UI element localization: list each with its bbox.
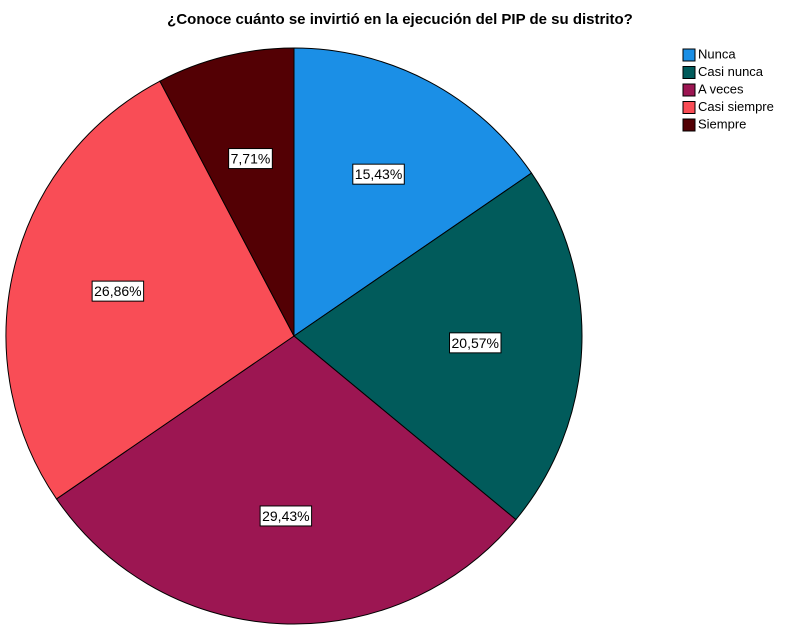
legend-label: Casi nunca [698, 64, 764, 79]
pie-slice [293, 47, 533, 337]
data-label-group: 7,71% [228, 148, 273, 170]
legend-swatch [682, 48, 696, 62]
data-label-box [228, 148, 273, 170]
pie-slice [55, 335, 517, 625]
data-label-group: 29,43% [259, 505, 313, 527]
legend-label: Casi siempre [698, 99, 774, 114]
data-label-group: 26,86% [91, 280, 145, 302]
legend-swatch [682, 118, 696, 132]
data-label-group: 15,43% [352, 163, 405, 185]
legend-swatch [682, 101, 696, 114]
legend-swatch [682, 83, 696, 97]
pie-slice [159, 47, 295, 337]
data-label-box [91, 280, 145, 302]
data-label: 7,71% [231, 151, 271, 167]
pie-slice [293, 172, 583, 521]
legend-label: A veces [698, 81, 744, 96]
chart-title: ¿Conoce cuánto se invirtió en la ejecuci… [167, 11, 633, 28]
data-label: 29,43% [262, 508, 309, 524]
data-label: 15,43% [355, 166, 402, 182]
pie-slice [5, 80, 295, 500]
legend-label: Nunca [698, 46, 736, 61]
legend-swatch [682, 66, 696, 79]
legend-label: Siempre [698, 116, 746, 131]
data-label-group: 20,57% [449, 332, 502, 354]
data-label: 20,57% [452, 335, 499, 351]
data-label-box [449, 332, 502, 354]
data-label-box [352, 163, 405, 185]
data-label: 26,86% [94, 283, 141, 299]
data-label-box [259, 505, 313, 527]
